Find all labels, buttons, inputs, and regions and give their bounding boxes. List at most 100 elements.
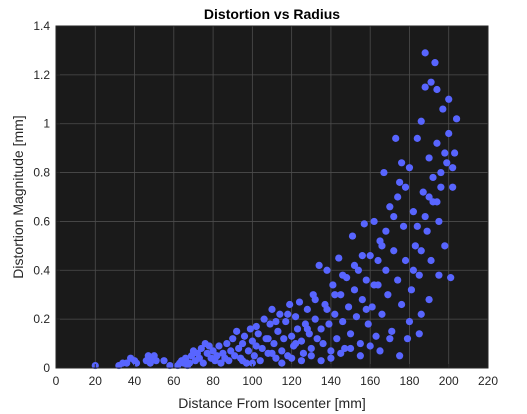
- scatter-point: [323, 305, 331, 313]
- scatter-point: [394, 193, 402, 201]
- scatter-point: [331, 291, 339, 299]
- scatter-point: [238, 357, 247, 365]
- scatter-point: [225, 357, 233, 365]
- scatter-point: [411, 242, 419, 250]
- scatter-point: [307, 344, 315, 353]
- scatter-point: [323, 266, 331, 274]
- y-tick-label: 1: [43, 117, 50, 131]
- scatter-point: [311, 296, 319, 304]
- x-tick-label: 60: [167, 374, 181, 388]
- scatter-point: [337, 349, 345, 357]
- x-tick-label: 200: [439, 374, 459, 388]
- scatter-point: [215, 342, 223, 350]
- scatter-point: [288, 354, 296, 362]
- scatter-point: [425, 154, 433, 162]
- x-tick-label: 220: [478, 374, 498, 388]
- scatter-point: [396, 352, 404, 360]
- y-tick-label: 0.8: [33, 166, 50, 180]
- scatter-point: [337, 291, 345, 299]
- scatter-point: [264, 335, 272, 343]
- scatter-point: [199, 359, 207, 367]
- scatter-point: [421, 212, 429, 221]
- scatter-point: [274, 327, 282, 335]
- y-tick-label: 0: [43, 361, 50, 375]
- scatter-point: [445, 129, 453, 138]
- scatter-point: [248, 359, 256, 367]
- scatter-point: [352, 313, 361, 321]
- scatter-point: [291, 313, 300, 321]
- scatter-point: [427, 78, 435, 86]
- scatter-point: [185, 359, 194, 367]
- scatter-point: [344, 303, 353, 311]
- scatter-point: [213, 352, 221, 360]
- scatter-point: [246, 325, 254, 333]
- scatter-point: [325, 320, 333, 328]
- scatter-point: [197, 344, 205, 353]
- x-tick-label: 80: [206, 374, 220, 388]
- x-axis-label: Distance From Isocenter [mm]: [178, 395, 366, 411]
- scatter-point: [419, 188, 427, 196]
- scatter-point: [329, 281, 337, 289]
- scatter-point: [417, 117, 425, 125]
- scatter-point: [382, 266, 390, 274]
- scatter-point: [217, 359, 225, 367]
- scatter-point: [350, 261, 359, 269]
- scatter-point: [166, 361, 174, 370]
- scatter-point: [339, 271, 347, 279]
- scatter-point: [386, 335, 394, 343]
- scatter-point: [203, 349, 211, 357]
- scatter-point: [413, 134, 421, 142]
- x-tick-label: 180: [399, 374, 419, 388]
- scatter-point: [327, 354, 335, 362]
- scatter-point: [407, 286, 416, 294]
- scatter-point: [335, 254, 343, 262]
- scatter-point: [270, 339, 278, 348]
- x-tick-label: 120: [282, 374, 302, 388]
- scatter-point: [447, 274, 455, 282]
- scatter-point: [268, 305, 276, 313]
- scatter-point: [362, 305, 370, 313]
- scatter-point: [435, 217, 443, 226]
- scatter-point: [293, 325, 302, 333]
- scatter-point: [394, 276, 402, 284]
- scatter-point: [401, 256, 410, 265]
- scatter-point: [303, 325, 311, 333]
- scatter-point: [376, 347, 384, 355]
- scatter-point: [297, 337, 306, 345]
- scatter-point: [413, 222, 421, 230]
- scatter-point: [423, 227, 431, 235]
- y-tick-label: 0.4: [33, 263, 50, 277]
- scatter-point: [386, 203, 394, 211]
- scatter-point: [286, 300, 294, 309]
- scatter-point: [268, 349, 276, 357]
- scatter-point: [374, 256, 382, 265]
- scatter-point: [350, 286, 359, 294]
- scatter-point: [356, 339, 364, 348]
- scatter-point: [409, 266, 417, 274]
- scatter-point: [398, 159, 406, 167]
- y-tick-label: 0.6: [33, 214, 50, 228]
- scatter-point: [132, 359, 141, 367]
- x-tick-label: 20: [89, 374, 103, 388]
- scatter-point: [417, 310, 425, 318]
- scatter-point: [449, 183, 457, 191]
- scatter-point: [333, 335, 341, 343]
- scatter-point: [284, 310, 292, 318]
- scatter-point: [445, 95, 453, 103]
- scatter-point: [443, 159, 451, 167]
- scatter-point: [392, 134, 400, 142]
- scatter-point: [252, 322, 260, 331]
- scatter-point: [291, 339, 300, 348]
- scatter-point: [307, 352, 315, 360]
- scatter-point: [433, 139, 441, 147]
- x-tick-label: 0: [53, 374, 60, 388]
- scatter-point: [303, 305, 311, 313]
- scatter-point: [390, 247, 398, 255]
- scatter-point: [403, 335, 412, 343]
- scatter-point: [331, 310, 339, 318]
- scatter-point: [362, 276, 370, 284]
- scatter-point: [366, 252, 374, 260]
- scatter-point: [439, 105, 447, 113]
